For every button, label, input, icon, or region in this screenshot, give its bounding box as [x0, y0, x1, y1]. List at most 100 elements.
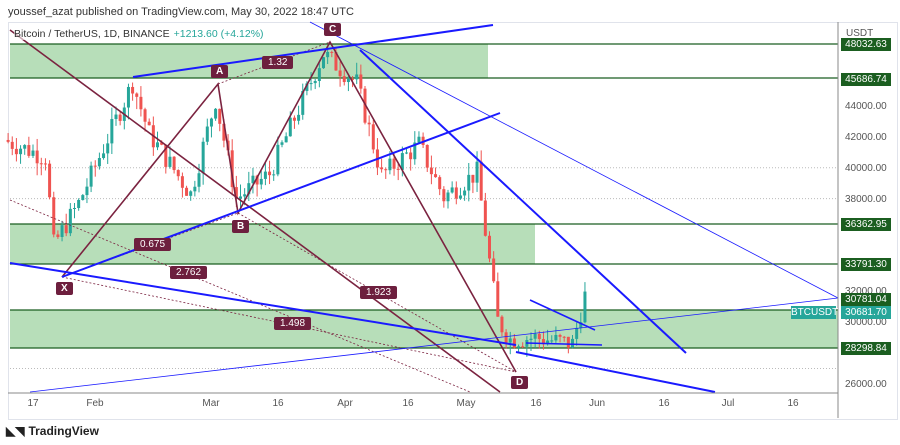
candle-body — [189, 191, 193, 196]
candle-body — [458, 195, 462, 199]
candle-body — [537, 333, 541, 340]
candle-body — [400, 153, 404, 170]
candle-body — [102, 153, 106, 159]
candle-body — [463, 190, 467, 196]
candle-body — [417, 136, 421, 143]
candle-body — [541, 339, 545, 345]
candle-body — [425, 144, 429, 168]
level-label: 30781.04 — [841, 293, 891, 306]
tick: 38000.00 — [845, 194, 887, 205]
candle-body — [110, 119, 114, 144]
point-c: C — [324, 23, 342, 36]
candle-body — [384, 169, 388, 171]
candle-body — [23, 145, 27, 149]
candle-body — [73, 207, 76, 209]
level-label: 45686.74 — [841, 73, 891, 86]
candle-body — [43, 163, 47, 165]
candle-body — [575, 327, 579, 339]
grid — [10, 167, 838, 369]
candle-body — [52, 197, 56, 235]
candle-body — [143, 109, 147, 122]
candle-body — [355, 74, 359, 80]
candle-body — [19, 148, 23, 155]
point-d: D — [511, 376, 529, 389]
candle-body — [475, 161, 479, 183]
candle-body — [126, 86, 130, 108]
candle-body — [93, 165, 97, 167]
time-tick: Jun — [588, 398, 606, 409]
candle-body — [334, 52, 338, 71]
candle-body — [259, 178, 263, 185]
candle-body — [118, 114, 122, 121]
ratio-ac: 1.32 — [262, 56, 294, 69]
candle-body — [442, 189, 446, 202]
candle-body — [517, 346, 521, 348]
candle-body — [209, 118, 213, 127]
candle-body — [14, 148, 18, 155]
candle-body — [251, 175, 255, 184]
point-b: B — [232, 220, 250, 233]
candle-body — [139, 96, 143, 110]
footer: ◣◥ TradingView — [6, 424, 99, 438]
candle-body — [446, 192, 450, 202]
level-label: 48032.63 — [841, 38, 891, 51]
time-tick: 16 — [787, 398, 799, 409]
candle-body — [330, 51, 334, 53]
candle-body — [562, 336, 566, 338]
trendlines — [9, 21, 839, 393]
candle-body — [35, 150, 39, 164]
candle-body — [31, 150, 35, 156]
candle-body — [529, 338, 533, 341]
candle-body — [272, 174, 276, 176]
candle-body — [434, 174, 438, 178]
time-tick: 16 — [272, 398, 284, 409]
candle-body — [492, 258, 496, 282]
candle-body — [583, 291, 587, 323]
candle-body — [135, 93, 139, 97]
candle-body — [89, 165, 93, 187]
candle-body — [180, 176, 184, 188]
candle-body — [97, 158, 101, 167]
price-chart[interactable] — [0, 0, 900, 420]
candle-body — [326, 51, 330, 58]
ratio-xd: 1.498 — [274, 317, 312, 330]
candle-body — [346, 78, 350, 83]
candle-body — [56, 234, 60, 237]
candle-body — [193, 186, 197, 192]
candle-body — [367, 122, 371, 125]
candle-body — [85, 186, 89, 196]
level-label: 28298.84 — [841, 342, 891, 355]
candle-body — [172, 156, 176, 171]
candle-body — [450, 187, 454, 193]
candle-body — [6, 139, 10, 142]
candle-body — [48, 163, 52, 198]
zone-mid — [10, 224, 535, 264]
candle-body — [521, 346, 525, 348]
candle-body — [288, 117, 292, 137]
chart-frame — [8, 22, 898, 420]
zone-low — [10, 310, 838, 348]
candle-body — [550, 340, 554, 342]
candle-body — [571, 338, 574, 348]
candle-body — [454, 187, 458, 199]
candle-body — [413, 142, 417, 160]
point-a: A — [211, 65, 229, 78]
zones — [10, 43, 838, 349]
candle-body — [205, 126, 209, 142]
candle-body — [197, 173, 201, 187]
ratio-xb: 0.675 — [134, 238, 172, 251]
tick: 32000.00 — [845, 286, 887, 297]
publish-info: youssef_azat published on TradingView.co… — [8, 6, 354, 18]
candle-body — [292, 117, 296, 121]
candle-body — [280, 142, 284, 145]
candle-body — [579, 322, 583, 328]
candle-body — [338, 70, 342, 77]
symbol-legend: Bitcoin / TetherUS, 1D, BINANCE +1213.60 … — [14, 28, 264, 40]
candle-body — [558, 334, 562, 337]
candle-body — [546, 340, 550, 345]
brand: TradingView — [28, 424, 99, 438]
candle-body — [371, 124, 375, 150]
candle-body — [496, 281, 500, 317]
symbol-title: Bitcoin / TetherUS, 1D, BINANCE — [14, 28, 170, 40]
symbol-change: +1213.60 (+4.12%) — [173, 28, 264, 40]
